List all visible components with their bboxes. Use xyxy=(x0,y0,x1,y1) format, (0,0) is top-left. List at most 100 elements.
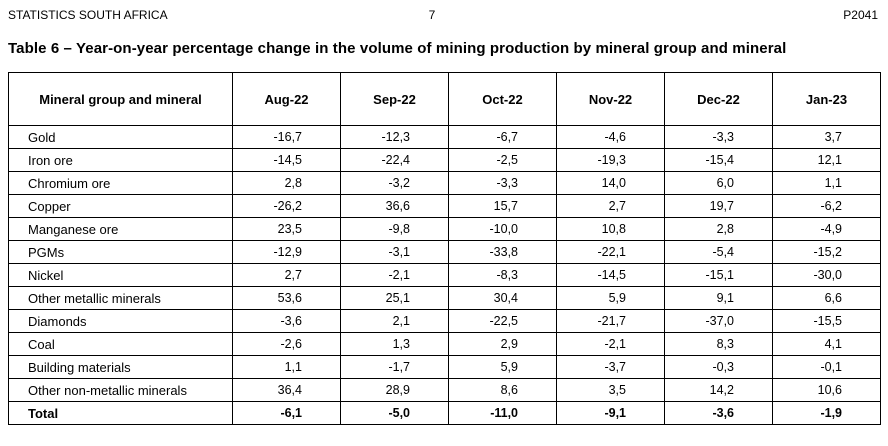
row-value: -21,7 xyxy=(556,309,665,333)
row-value: -15,4 xyxy=(664,148,773,172)
total-value: -1,9 xyxy=(772,401,881,425)
row-label: Other metallic minerals xyxy=(8,286,233,310)
column-header-mineral-group: Mineral group and mineral xyxy=(8,72,233,126)
row-label: Nickel xyxy=(8,263,233,287)
total-value: -6,1 xyxy=(232,401,341,425)
row-value: -2,1 xyxy=(340,263,449,287)
row-value: -30,0 xyxy=(772,263,881,287)
row-value: 30,4 xyxy=(448,286,557,310)
table-header-row: Mineral group and mineral Aug-22 Sep-22 … xyxy=(8,72,881,126)
row-value: 3,7 xyxy=(772,125,881,149)
row-label: Other non-metallic minerals xyxy=(8,378,233,402)
row-value: -9,8 xyxy=(340,217,449,241)
row-value: 1,3 xyxy=(340,332,449,356)
row-value: 53,6 xyxy=(232,286,341,310)
row-value: -6,2 xyxy=(772,194,881,218)
row-label: Manganese ore xyxy=(8,217,233,241)
row-value: 5,9 xyxy=(556,286,665,310)
row-value: 10,8 xyxy=(556,217,665,241)
row-value: 14,0 xyxy=(556,171,665,195)
row-value: -8,3 xyxy=(448,263,557,287)
table-row: Chromium ore 2,8 -3,2 -3,3 14,0 6,0 1,1 xyxy=(8,171,881,195)
column-header-dec-22: Dec-22 xyxy=(664,72,773,126)
total-label: Total xyxy=(8,401,233,425)
row-label: Iron ore xyxy=(8,148,233,172)
table-row: Coal -2,6 1,3 2,9 -2,1 8,3 4,1 xyxy=(8,332,881,356)
row-value: 1,1 xyxy=(772,171,881,195)
row-value: -12,3 xyxy=(340,125,449,149)
table-row: PGMs -12,9 -3,1 -33,8 -22,1 -5,4 -15,2 xyxy=(8,240,881,264)
table-row: Gold -16,7 -12,3 -6,7 -4,6 -3,3 3,7 xyxy=(8,125,881,149)
row-value: 8,3 xyxy=(664,332,773,356)
row-value: -16,7 xyxy=(232,125,341,149)
row-value: 3,5 xyxy=(556,378,665,402)
row-label: Building materials xyxy=(8,355,233,379)
document-page: STATISTICS SOUTH AFRICA 7 P2041 Table 6 … xyxy=(0,8,888,446)
table-row: Diamonds -3,6 2,1 -22,5 -21,7 -37,0 -15,… xyxy=(8,309,881,333)
column-header-jan-23: Jan-23 xyxy=(772,72,881,126)
row-value: -5,4 xyxy=(664,240,773,264)
row-value: -12,9 xyxy=(232,240,341,264)
row-value: 2,7 xyxy=(232,263,341,287)
table-row: Copper -26,2 36,6 15,7 2,7 19,7 -6,2 xyxy=(8,194,881,218)
row-label: Coal xyxy=(8,332,233,356)
table-row: Manganese ore 23,5 -9,8 -10,0 10,8 2,8 -… xyxy=(8,217,881,241)
table-row: Other non-metallic minerals 36,4 28,9 8,… xyxy=(8,378,881,402)
row-value: -22,4 xyxy=(340,148,449,172)
row-value: -2,5 xyxy=(448,148,557,172)
row-value: -1,7 xyxy=(340,355,449,379)
total-row: Total -6,1 -5,0 -11,0 -9,1 -3,6 -1,9 xyxy=(8,401,881,425)
row-value: 15,7 xyxy=(448,194,557,218)
row-value: -4,6 xyxy=(556,125,665,149)
row-value: 1,1 xyxy=(232,355,341,379)
row-value: -19,3 xyxy=(556,148,665,172)
row-value: -0,1 xyxy=(772,355,881,379)
row-value: 10,6 xyxy=(772,378,881,402)
column-header-aug-22: Aug-22 xyxy=(232,72,341,126)
row-value: -3,1 xyxy=(340,240,449,264)
publication-code: P2041 xyxy=(843,8,878,22)
row-value: -14,5 xyxy=(232,148,341,172)
row-value: -15,5 xyxy=(772,309,881,333)
row-value: -3,6 xyxy=(232,309,341,333)
table-row: Iron ore -14,5 -22,4 -2,5 -19,3 -15,4 12… xyxy=(8,148,881,172)
row-value: -15,2 xyxy=(772,240,881,264)
row-value: -10,0 xyxy=(448,217,557,241)
row-value: 2,8 xyxy=(232,171,341,195)
row-value: 2,7 xyxy=(556,194,665,218)
row-value: 6,6 xyxy=(772,286,881,310)
row-value: -26,2 xyxy=(232,194,341,218)
total-value: -5,0 xyxy=(340,401,449,425)
row-value: 25,1 xyxy=(340,286,449,310)
row-value: -33,8 xyxy=(448,240,557,264)
row-value: -22,5 xyxy=(448,309,557,333)
page-number: 7 xyxy=(428,8,436,22)
row-value: 12,1 xyxy=(772,148,881,172)
column-header-oct-22: Oct-22 xyxy=(448,72,557,126)
row-label: Gold xyxy=(8,125,233,149)
row-value: -0,3 xyxy=(664,355,773,379)
row-value: 14,2 xyxy=(664,378,773,402)
row-value: 5,9 xyxy=(448,355,557,379)
row-value: -3,7 xyxy=(556,355,665,379)
row-value: 23,5 xyxy=(232,217,341,241)
row-value: 6,0 xyxy=(664,171,773,195)
organization-name: STATISTICS SOUTH AFRICA xyxy=(8,8,168,22)
row-value: -3,3 xyxy=(448,171,557,195)
row-label: Copper xyxy=(8,194,233,218)
row-value: -14,5 xyxy=(556,263,665,287)
row-value: -2,6 xyxy=(232,332,341,356)
table-body: Gold -16,7 -12,3 -6,7 -4,6 -3,3 3,7 Iron… xyxy=(8,125,881,425)
row-label: Diamonds xyxy=(8,309,233,333)
row-value: -2,1 xyxy=(556,332,665,356)
row-value: -15,1 xyxy=(664,263,773,287)
table-row: Other metallic minerals 53,6 25,1 30,4 5… xyxy=(8,286,881,310)
table-row: Building materials 1,1 -1,7 5,9 -3,7 -0,… xyxy=(8,355,881,379)
column-header-sep-22: Sep-22 xyxy=(340,72,449,126)
row-label: Chromium ore xyxy=(8,171,233,195)
row-value: -22,1 xyxy=(556,240,665,264)
row-value: 36,4 xyxy=(232,378,341,402)
row-value: -4,9 xyxy=(772,217,881,241)
row-value: 4,1 xyxy=(772,332,881,356)
row-value: 2,1 xyxy=(340,309,449,333)
